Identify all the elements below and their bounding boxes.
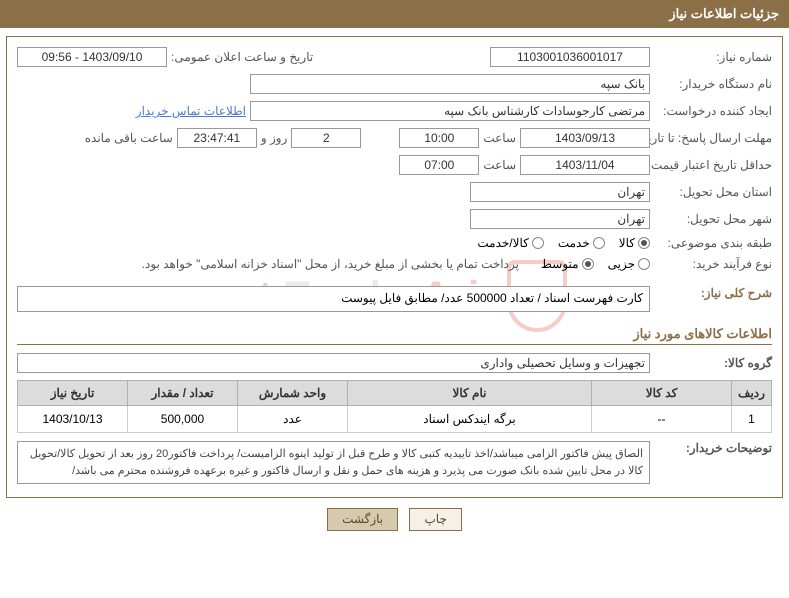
days-and-label: روز و — [261, 131, 288, 145]
radio-icon — [532, 237, 544, 249]
radio-icon — [593, 237, 605, 249]
cell-qty: 500,000 — [128, 406, 238, 433]
radio-goods[interactable]: کالا — [619, 236, 650, 250]
need-no-label: شماره نیاز: — [654, 50, 772, 64]
print-button[interactable]: چاپ — [409, 508, 461, 531]
cell-unit: عدد — [238, 406, 348, 433]
days-remaining: 2 — [291, 128, 361, 148]
button-bar: چاپ بازگشت — [0, 508, 789, 531]
time-label-2: ساعت — [483, 158, 516, 172]
purchase-type-label: نوع فرآیند خرید: — [654, 257, 772, 271]
page-title: جزئیات اطلاعات نیاز — [0, 0, 789, 28]
radio-service[interactable]: خدمت — [558, 236, 605, 250]
time-remaining: 23:47:41 — [177, 128, 257, 148]
validity-time: 07:00 — [399, 155, 479, 175]
purchase-type-radio-group: جزیی متوسط — [541, 257, 650, 271]
th-qty: تعداد / مقدار — [128, 381, 238, 406]
back-button[interactable]: بازگشت — [327, 508, 398, 531]
radio-medium[interactable]: متوسط — [541, 257, 594, 271]
city-value: تهران — [470, 209, 650, 229]
table-header-row: ردیف کد کالا نام کالا واحد شمارش تعداد /… — [18, 381, 772, 406]
radio-icon — [638, 258, 650, 270]
buyer-contact-link[interactable]: اطلاعات تماس خریدار — [136, 104, 246, 118]
th-unit: واحد شمارش — [238, 381, 348, 406]
city-label: شهر محل تحویل: — [654, 212, 772, 226]
deadline-time: 10:00 — [399, 128, 479, 148]
announce-label: تاریخ و ساعت اعلان عمومی: — [171, 50, 313, 64]
remain-suffix: ساعت باقی مانده — [85, 131, 173, 145]
province-label: استان محل تحویل: — [654, 185, 772, 199]
buyer-org-value: بانک سپه — [250, 74, 650, 94]
requester-value: مرتضی کارجوسادات کارشناس بانک سپه — [250, 101, 650, 121]
goods-info-title: اطلاعات کالاهای مورد نیاز — [17, 322, 772, 345]
general-desc-value: کارت فهرست اسناد / تعداد 500000 عدد/ مطا… — [17, 286, 650, 312]
cell-code: -- — [592, 406, 732, 433]
buyer-org-label: نام دستگاه خریدار: — [654, 77, 772, 91]
goods-group-label: گروه کالا: — [654, 356, 772, 370]
general-desc-label: شرح کلی نیاز: — [654, 286, 772, 300]
main-panel: شماره نیاز: 1103001036001017 تاریخ و ساع… — [6, 36, 783, 498]
goods-table: ردیف کد کالا نام کالا واحد شمارش تعداد /… — [17, 380, 772, 433]
announce-value: 1403/09/10 - 09:56 — [17, 47, 167, 67]
need-no-value: 1103001036001017 — [490, 47, 650, 67]
cell-date: 1403/10/13 — [18, 406, 128, 433]
radio-partial[interactable]: جزیی — [608, 257, 650, 271]
requester-label: ایجاد کننده درخواست: — [654, 104, 772, 118]
purchase-note: پرداخت تمام یا بخشی از مبلغ خرید، از محل… — [142, 257, 519, 271]
cell-name: برگه ایندکس اسناد — [348, 406, 592, 433]
time-label-1: ساعت — [483, 131, 516, 145]
validity-date: 1403/11/04 — [520, 155, 650, 175]
th-code: کد کالا — [592, 381, 732, 406]
buyer-notes-label: توضیحات خریدار: — [654, 441, 772, 455]
deadline-date: 1403/09/13 — [520, 128, 650, 148]
radio-both[interactable]: کالا/خدمت — [477, 236, 543, 250]
cell-row: 1 — [732, 406, 772, 433]
goods-group-value: تجهیزات و وسایل تحصیلی واداری — [17, 353, 650, 373]
buyer-notes-value: الصاق پیش فاکتور الزامی میباشد/اخذ تایید… — [17, 441, 650, 484]
deadline-label: مهلت ارسال پاسخ: تا تاریخ: — [654, 131, 772, 145]
radio-icon — [638, 237, 650, 249]
table-row: 1 -- برگه ایندکس اسناد عدد 500,000 1403/… — [18, 406, 772, 433]
province-value: تهران — [470, 182, 650, 202]
radio-icon — [582, 258, 594, 270]
th-row: ردیف — [732, 381, 772, 406]
th-date: تاریخ نیاز — [18, 381, 128, 406]
th-name: نام کالا — [348, 381, 592, 406]
category-radio-group: کالا خدمت کالا/خدمت — [477, 236, 650, 250]
category-label: طبقه بندی موضوعی: — [654, 236, 772, 250]
validity-label: حداقل تاریخ اعتبار قیمت: تا تاریخ: — [654, 158, 772, 172]
